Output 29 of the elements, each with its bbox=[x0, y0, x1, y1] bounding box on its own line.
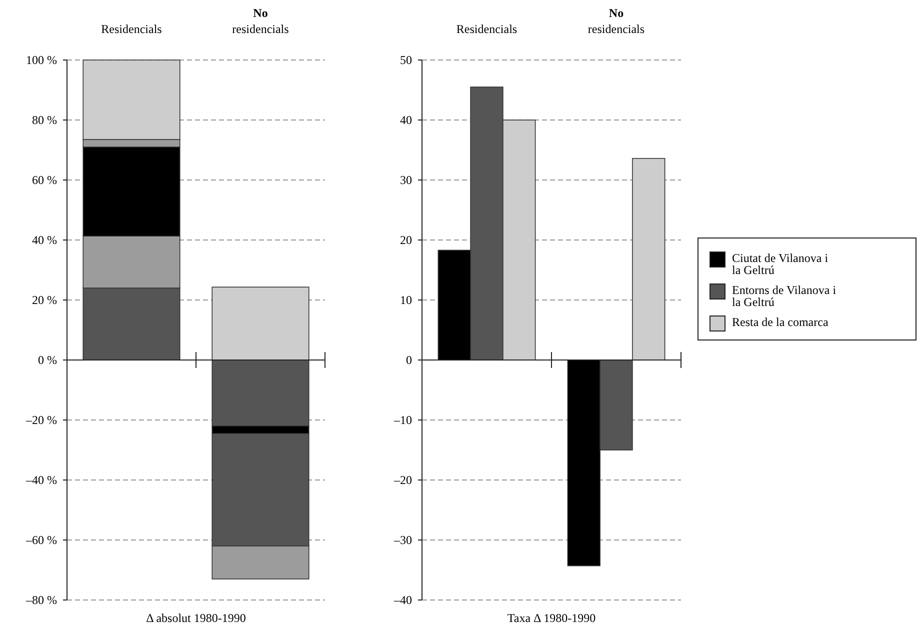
y-tick-label: 20 % bbox=[32, 293, 57, 308]
y-tick-label: –20 bbox=[393, 473, 412, 488]
y-tick-label: –30 bbox=[393, 533, 412, 548]
y-tick-label: 50 bbox=[400, 53, 412, 68]
y-tick-label: –40 bbox=[393, 593, 412, 608]
x-tick-label: Residencials bbox=[101, 22, 162, 36]
y-tick-label: 80 % bbox=[32, 113, 57, 128]
x-axis-title: Δ absolut 1980-1990 bbox=[146, 611, 246, 625]
y-tick-label: 40 % bbox=[32, 233, 57, 248]
y-tick-label: 100 % bbox=[26, 53, 57, 68]
y-tick-label: –80 % bbox=[25, 593, 57, 608]
y-tick-label: 20 bbox=[400, 233, 412, 248]
y-tick-label: 40 bbox=[400, 113, 412, 128]
x-tick-label: Residencials bbox=[456, 22, 518, 36]
legend-label: Ciutat de Vilanova i la Geltrú bbox=[732, 251, 829, 277]
x-tick-label: No residencials bbox=[232, 6, 290, 36]
y-tick-label: –40 % bbox=[25, 473, 57, 488]
y-tick-label: 60 % bbox=[32, 173, 57, 188]
y-tick-label: –60 % bbox=[25, 533, 57, 548]
legend-label: Resta de la comarca bbox=[732, 315, 829, 329]
y-tick-label: –10 bbox=[393, 413, 412, 428]
legend-label: Entorns de Vilanova i la Geltrú bbox=[732, 283, 837, 309]
y-tick-label: 10 bbox=[400, 293, 412, 308]
y-tick-label: 0 % bbox=[38, 353, 57, 368]
x-tick-label: No residencials bbox=[588, 6, 645, 36]
y-tick-label: –20 % bbox=[25, 413, 57, 428]
y-tick-label: 0 bbox=[406, 353, 412, 368]
x-axis-title: Taxa Δ 1980-1990 bbox=[507, 611, 596, 625]
y-tick-label: 30 bbox=[400, 173, 412, 188]
